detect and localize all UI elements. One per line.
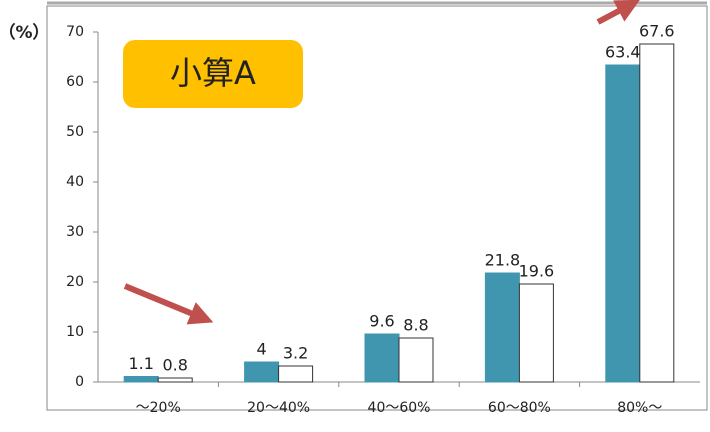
bar [364,333,400,383]
bar [157,377,193,383]
value-label: 67.6 [639,22,675,41]
y-tick-label: 70 [66,24,84,40]
value-label: 4 [257,340,267,359]
bar [605,64,641,383]
x-tick-label: ～20% [136,400,181,416]
value-label: 63.4 [605,43,641,62]
x-tick-label: 40～60% [368,400,431,416]
y-tick-label: 0 [75,374,84,390]
y-tick-label: 10 [66,324,84,340]
x-tick-label: 80%～ [617,400,662,416]
arrow [596,0,640,25]
badge-label: 小算A [170,54,256,92]
bar [398,337,434,383]
y-tick-label: 40 [66,174,84,190]
y-axis-label: （%） [0,22,50,43]
value-label: 9.6 [369,312,394,331]
value-label: 0.8 [162,356,187,375]
arrow [123,283,214,325]
bar [484,272,520,383]
x-tick-label: 60～80% [488,400,551,416]
value-label: 21.8 [485,251,521,270]
badge [123,40,303,108]
y-tick-label: 20 [66,274,84,290]
bar [639,43,675,383]
y-tick-label: 60 [66,74,84,90]
value-label: 8.8 [403,316,428,335]
value-label: 3.2 [283,344,308,363]
y-tick-label: 50 [66,124,84,140]
bar [518,283,554,383]
y-tick-label: 30 [66,224,84,240]
value-label: 19.6 [519,262,555,281]
bar [123,376,159,383]
x-tick-label: 20～40% [247,400,310,416]
bar [244,361,280,383]
bar [278,365,314,383]
value-label: 1.1 [128,354,153,373]
